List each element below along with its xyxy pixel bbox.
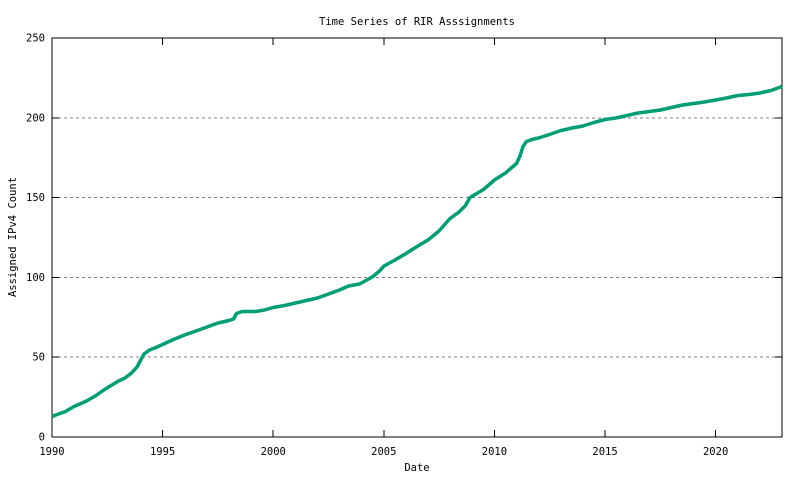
y-axis-label: Assigned IPv4 Count [7,177,19,297]
x-tick-label-1995: 1995 [150,446,175,458]
x-axis-label: Date [404,462,429,474]
y-tick-label-50: 50 [32,352,45,364]
axis-ticks [51,37,782,438]
x-tick-label-2015: 2015 [592,446,617,458]
x-tick-labels: 1990 1995 2000 2005 2010 2015 2020 [39,446,728,458]
y-tick-labels: 0 50 100 150 200 250 [26,33,45,444]
gridlines [52,117,782,358]
x-tick-label-2000: 2000 [261,446,286,458]
y-tick-label-150: 150 [26,192,45,204]
plot-border [51,37,783,438]
x-tick-label-2005: 2005 [371,446,396,458]
x-tick-label-2010: 2010 [482,446,507,458]
data-line-assigned-ipv4 [51,84,783,419]
y-tick-label-200: 200 [26,112,45,124]
x-tick-label-1990: 1990 [39,446,64,458]
x-tick-label-2020: 2020 [703,446,728,458]
y-tick-label-100: 100 [26,272,45,284]
y-tick-label-250: 250 [26,33,45,45]
chart-title: Time Series of RIR Asssignments [319,16,515,28]
y-tick-label-0: 0 [39,432,45,444]
